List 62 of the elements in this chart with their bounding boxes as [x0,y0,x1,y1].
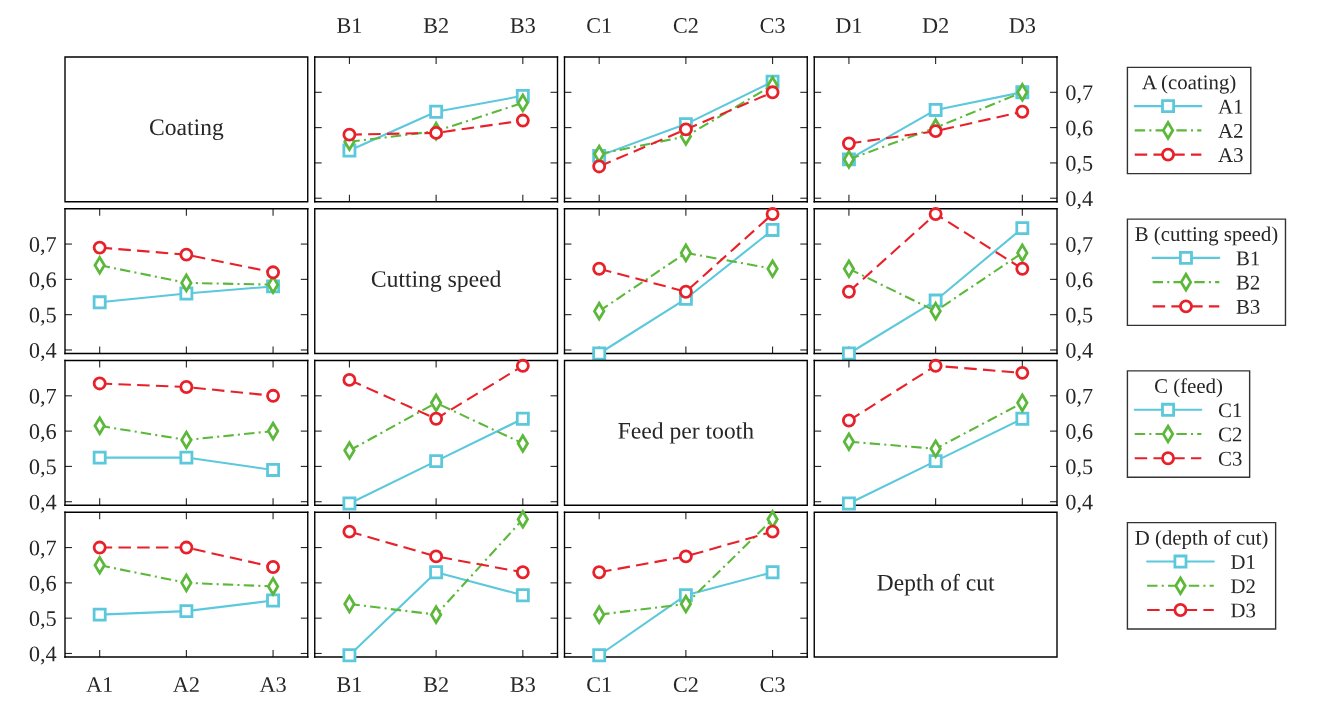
x-tick-label: C1 [587,18,611,34]
x-tick-label: D1 [835,18,862,33]
y-tick-label: 0,5 [29,307,56,326]
y-tick-label: 0,4 [29,494,57,513]
legend-title: C (feed) [1154,378,1223,398]
y-tick-label: 0,5 [29,611,56,630]
x-tick-label: B3 [510,18,535,34]
y-tick-label: 0,6 [29,272,56,291]
y-tick-label: 0,4 [1066,191,1093,210]
x-tick-label: A1 [86,677,112,692]
y-tick-label: 0,6 [1066,424,1093,443]
y-tick-label: 0,7 [1066,388,1093,407]
legend-label: A2 [1218,123,1243,138]
x-tick-label: A2 [173,677,199,692]
text: Cutting speed [371,270,502,292]
text: Coating [149,119,224,141]
y-tick-label: 0,7 [29,236,57,256]
y-tick-label: 0,7 [29,540,57,559]
y-tick-label: 0,6 [1066,272,1093,291]
text: Feed per tooth [618,422,754,444]
x-tick-label: C1 [587,677,611,693]
x-tick-label: A3 [259,677,286,693]
y-tick-label: 0,7 [1066,236,1093,256]
y-tick-label: 0,7 [1066,85,1093,104]
y-tick-label: 0,4 [1066,342,1093,362]
legend-label: B2 [1236,275,1260,290]
y-tick-label: 0,5 [1066,307,1093,326]
legend-title: A (coating) [1142,74,1236,94]
x-tick-label: B2 [423,18,448,33]
x-tick-label: B2 [423,677,448,692]
x-tick-label: D3 [1009,18,1036,34]
y-tick-label: 0,5 [1066,459,1093,478]
x-tick-label: B3 [510,677,535,693]
legend-label: D2 [1231,579,1255,594]
legend-title: D (depth of cut) [1135,529,1268,550]
x-tick-label: D2 [922,18,948,33]
x-tick-label: C3 [760,18,785,34]
x-tick-label: C2 [673,18,698,34]
legend-label: B3 [1236,299,1260,314]
legend-label: A3 [1218,148,1243,163]
y-tick-label: 0,4 [29,646,57,665]
legend-label: D3 [1231,603,1256,618]
x-tick-label: C2 [673,677,698,693]
legend-title: B (cutting speed) [1135,226,1278,246]
legend-label: C1 [1218,403,1242,418]
y-tick-label: 0,7 [29,388,57,407]
y-tick-label: 0,6 [29,424,56,443]
y-tick-label: 0,6 [29,575,56,594]
x-tick-label: B1 [337,18,362,33]
legend-label: C2 [1218,427,1242,442]
y-tick-label: 0,6 [1066,120,1093,139]
x-tick-label: B1 [337,677,362,692]
text: Depth of cut [877,573,995,596]
y-tick-label: 0,5 [29,459,56,478]
legend-label: D1 [1231,555,1255,569]
x-tick-label: C3 [760,677,785,693]
y-tick-label: 0,4 [29,342,57,362]
y-tick-label: 0,5 [1066,155,1093,175]
legend-label: A1 [1218,99,1243,114]
legend-label: C3 [1218,451,1242,466]
legend-label: B1 [1236,251,1260,266]
y-tick-label: 0,4 [1066,494,1093,513]
